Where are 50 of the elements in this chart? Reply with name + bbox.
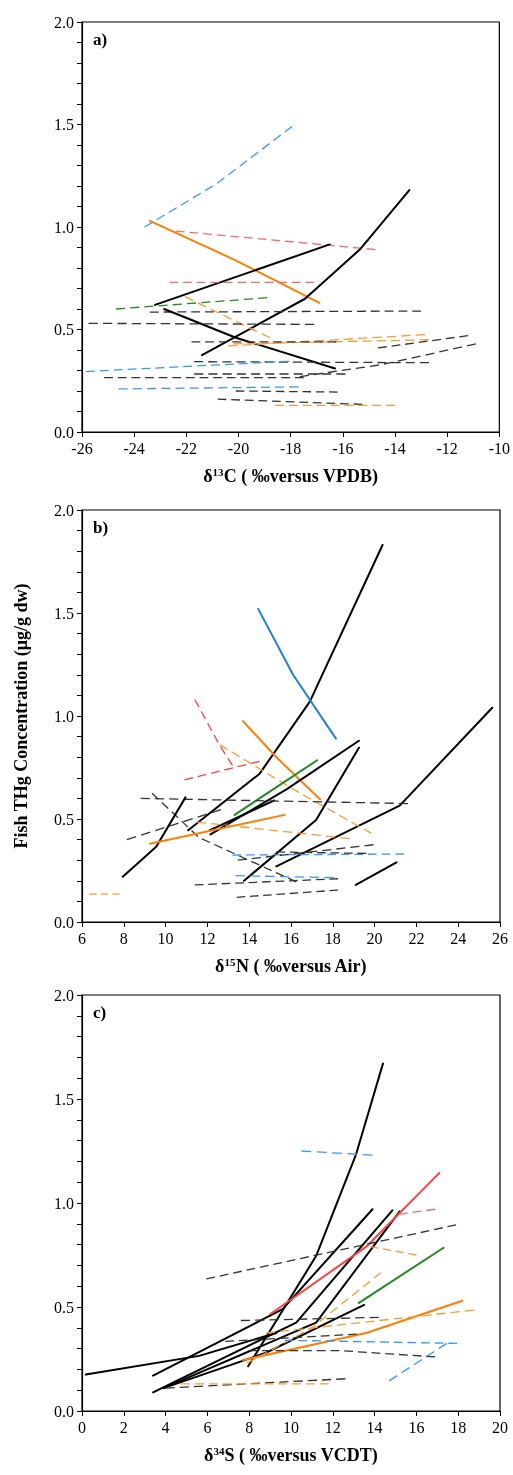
x-tick-label: 6 bbox=[203, 1418, 212, 1436]
text: c) bbox=[93, 1003, 107, 1022]
y-tick-label: 2.0 bbox=[54, 13, 74, 31]
y-tick-label: 1.5 bbox=[54, 1090, 74, 1108]
x-tick-label: 0 bbox=[78, 1418, 86, 1436]
text: b) bbox=[93, 518, 109, 537]
y-tick-label: 1.5 bbox=[54, 116, 74, 133]
x-tick-label: 22 bbox=[408, 929, 425, 947]
y-tick-label: 1.5 bbox=[54, 604, 74, 622]
text: a) bbox=[93, 30, 108, 49]
x-tick-label: 10 bbox=[157, 929, 174, 947]
x-tick-label: -16 bbox=[332, 439, 354, 457]
x-tick-label: -18 bbox=[280, 439, 302, 457]
y-tick-label: 0.0 bbox=[54, 423, 74, 441]
y-tick-label: 0.0 bbox=[54, 913, 74, 931]
x-tick-label: -10 bbox=[488, 439, 510, 457]
x-tick-label: 18 bbox=[450, 1418, 467, 1436]
x-tick-label: 6 bbox=[78, 929, 86, 947]
x-tick-label: -26 bbox=[71, 439, 93, 457]
y-tick-label: 1.0 bbox=[54, 218, 74, 236]
x-tick-label: 4 bbox=[161, 1418, 170, 1436]
x-tick-label: -14 bbox=[384, 439, 406, 457]
x-tick-label: 2 bbox=[119, 1418, 128, 1436]
x-tick-label: 20 bbox=[366, 929, 383, 947]
x-tick-label: -24 bbox=[123, 439, 145, 457]
x-tick-label: 12 bbox=[324, 1418, 341, 1436]
y-tick-label: 2.0 bbox=[54, 501, 74, 519]
y-tick-label: 0.5 bbox=[54, 1298, 74, 1316]
y-tick-label: 0.5 bbox=[54, 321, 74, 338]
y-axis-title: Fish THg Concentration (μg/g dw) bbox=[11, 583, 32, 849]
y-tick-label: 1.0 bbox=[54, 1194, 74, 1212]
x-tick-label: 12 bbox=[199, 929, 216, 947]
x-tick-label: -22 bbox=[175, 439, 197, 457]
x-tick-label: -12 bbox=[436, 439, 458, 457]
x-tick-label: 8 bbox=[245, 1418, 254, 1436]
x-tick-label: 20 bbox=[492, 1418, 508, 1436]
x-tick-label: 8 bbox=[119, 929, 128, 947]
x-tick-label: 14 bbox=[241, 929, 258, 947]
y-tick-label: 2.0 bbox=[54, 986, 74, 1004]
y-tick-label: 0.5 bbox=[54, 810, 74, 828]
x-tick-label: 26 bbox=[492, 929, 508, 947]
y-tick-label: 0.0 bbox=[54, 1402, 74, 1420]
x-tick-label: 16 bbox=[408, 1418, 425, 1436]
x-tick-label: 10 bbox=[283, 1418, 299, 1436]
x-tick-label: -20 bbox=[227, 439, 250, 457]
x-tick-label: 14 bbox=[366, 1418, 383, 1436]
x-tick-label: 16 bbox=[283, 929, 299, 947]
y-tick-label: 1.0 bbox=[54, 707, 74, 725]
x-tick-label: 24 bbox=[450, 929, 467, 947]
x-tick-label: 18 bbox=[324, 929, 341, 947]
